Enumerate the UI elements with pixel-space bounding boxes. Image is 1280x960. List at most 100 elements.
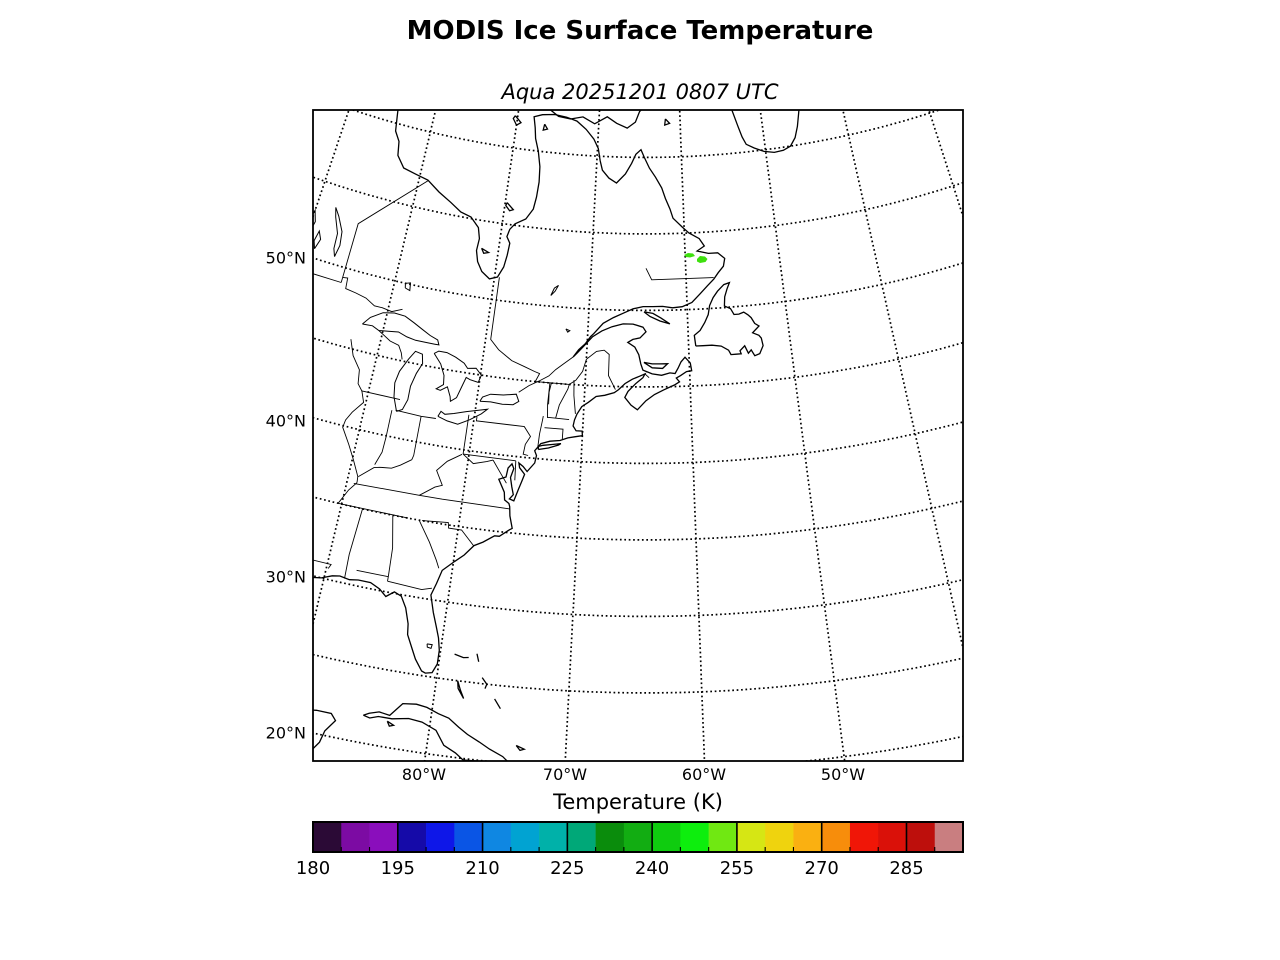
coastline xyxy=(313,110,726,674)
border-line xyxy=(342,339,365,483)
coastline xyxy=(643,361,670,370)
colorbar-tick-label-255: 255 xyxy=(720,858,754,879)
border-line xyxy=(344,508,363,579)
coastline xyxy=(494,698,501,710)
meridian-70W xyxy=(564,110,601,761)
coastline xyxy=(663,118,671,127)
border-line xyxy=(544,427,564,440)
border-line xyxy=(644,373,650,379)
lake-outline xyxy=(433,350,482,403)
coastline xyxy=(363,702,509,761)
border-line xyxy=(342,276,403,313)
ice-pixel-patch xyxy=(697,256,708,263)
border-line xyxy=(475,416,532,456)
lat-label-40N: 40°N xyxy=(266,412,306,431)
colorbar-segment-185K xyxy=(341,822,370,852)
lake-outline xyxy=(313,229,322,249)
border-line xyxy=(419,453,463,496)
coastline xyxy=(481,247,491,255)
parallel-55N xyxy=(313,176,963,235)
colorbar-segment-220K xyxy=(539,822,568,852)
colorbar-segment-290K xyxy=(934,822,964,852)
colorbar-segment-280K xyxy=(878,822,907,852)
colorbar xyxy=(312,821,964,853)
border-line xyxy=(374,410,393,465)
border-line xyxy=(418,519,440,569)
border-line xyxy=(463,453,516,462)
border-line xyxy=(547,382,551,419)
border-line xyxy=(387,580,432,591)
colorbar-segment-235K xyxy=(623,822,653,852)
coastline xyxy=(481,677,488,689)
parallel-40N xyxy=(313,416,963,465)
border-line xyxy=(462,414,470,455)
meridian-50W xyxy=(759,110,846,761)
latitude-axis-labels: 50°N 40°N 30°N 20°N xyxy=(266,249,306,743)
colorbar-segment-275K xyxy=(849,822,879,852)
ice-surface-temperature-pixels xyxy=(684,253,708,263)
coastlines xyxy=(313,110,800,761)
colorbar-tick-label-195: 195 xyxy=(381,858,415,879)
colorbar-segment-270K xyxy=(821,822,851,852)
colorbar-tick-label-240: 240 xyxy=(635,858,669,879)
plot-subtitle: Aqua 20251201 0807 UTC xyxy=(499,80,778,104)
coastline xyxy=(542,123,549,131)
border-line xyxy=(313,559,332,569)
colorbar-segment-205K xyxy=(454,822,483,852)
coastline xyxy=(386,720,396,727)
border-line xyxy=(340,180,429,283)
colorbar-tick-label-225: 225 xyxy=(550,858,584,879)
colorbar-segment-260K xyxy=(765,822,794,852)
coastline xyxy=(515,744,527,752)
colorbar-segment-285K xyxy=(906,822,936,852)
border-line xyxy=(462,453,494,465)
coastline xyxy=(537,442,562,451)
ice-pixel-patch xyxy=(684,253,695,258)
lat-label-30N: 30°N xyxy=(266,568,306,587)
colorbar-tick-label-270: 270 xyxy=(805,858,839,879)
border-line xyxy=(573,380,576,414)
lake-outline xyxy=(479,393,520,406)
border-line xyxy=(514,460,517,481)
border-line xyxy=(378,330,403,360)
colorbar-segment-265K xyxy=(793,822,822,852)
map-frame xyxy=(312,109,964,762)
state-province-borders xyxy=(313,180,714,591)
colorbar-segment-180K xyxy=(313,822,342,852)
parallel-60N xyxy=(350,110,942,159)
lat-label-50N: 50°N xyxy=(266,249,306,268)
colorbar-segment-225K xyxy=(567,822,596,852)
river-line xyxy=(548,382,552,405)
colorbar-segment-255K xyxy=(736,822,766,852)
border-line xyxy=(361,390,401,401)
lake-outline xyxy=(362,312,440,346)
colorbar-segment-215K xyxy=(510,822,540,852)
colorbar-segment-250K xyxy=(708,822,738,852)
lakes xyxy=(313,207,571,650)
lake-outline xyxy=(437,408,490,425)
lake-outline xyxy=(565,328,571,333)
coastline xyxy=(693,281,764,357)
coastline xyxy=(454,653,469,659)
lake-outline xyxy=(550,284,559,296)
colorbar-label: Temperature (K) xyxy=(552,790,723,814)
coastline xyxy=(505,202,515,212)
longitude-axis-labels: 80°W 70°W 60°W 50°W xyxy=(402,765,865,784)
lake-outline xyxy=(404,282,412,292)
colorbar-segment-230K xyxy=(595,822,625,852)
river-line xyxy=(537,416,544,448)
lake-outline xyxy=(393,350,424,412)
border-line xyxy=(492,459,507,484)
border-line xyxy=(356,569,389,578)
river-line xyxy=(518,356,574,393)
border-line xyxy=(535,349,616,390)
coastline xyxy=(731,110,800,154)
colorbar-segment-200K xyxy=(426,822,455,852)
plot-title: MODIS Ice Surface Temperature xyxy=(407,16,874,46)
border-line xyxy=(358,459,412,477)
colorbar-tick-label-285: 285 xyxy=(889,858,923,879)
coastline xyxy=(313,709,337,750)
border-line xyxy=(547,416,570,421)
